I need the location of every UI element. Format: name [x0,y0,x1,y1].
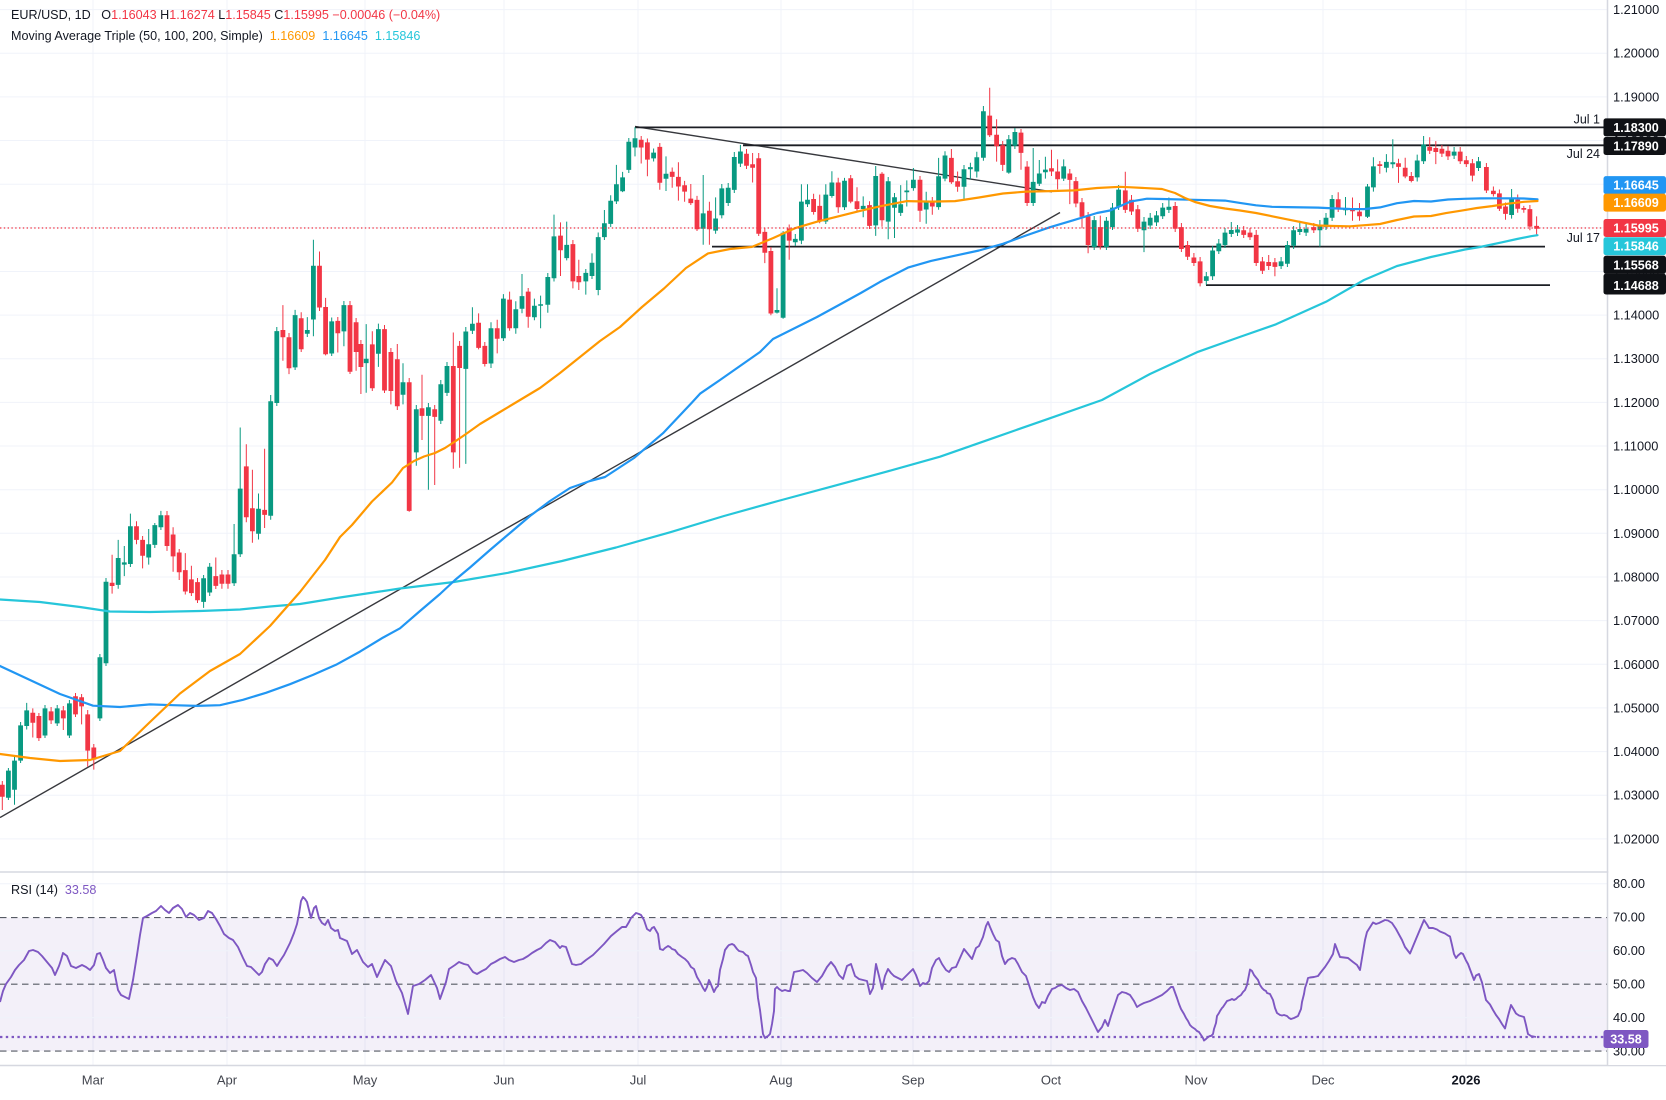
svg-text:70.00: 70.00 [1613,910,1645,925]
svg-text:1.14688: 1.14688 [1613,279,1659,293]
svg-text:1.07000: 1.07000 [1613,613,1659,628]
svg-text:Dec: Dec [1311,1073,1335,1088]
svg-text:1.13000: 1.13000 [1613,351,1659,366]
svg-text:Jul 17: Jul 17 [1567,231,1600,245]
svg-text:May: May [353,1073,378,1088]
svg-text:1.19000: 1.19000 [1613,89,1659,104]
svg-text:EUR/USD, 1D O1.16043 H1.1627: EUR/USD, 1D O1.16043 H1.16274 L1.15845 C… [11,8,440,22]
svg-text:1.03000: 1.03000 [1613,788,1659,803]
svg-text:1.17890: 1.17890 [1613,140,1659,154]
svg-text:1.09000: 1.09000 [1613,526,1659,541]
svg-text:1.08000: 1.08000 [1613,570,1659,585]
svg-text:1.04000: 1.04000 [1613,744,1659,759]
svg-text:1.10000: 1.10000 [1613,482,1659,497]
svg-text:1.16609: 1.16609 [1613,196,1659,210]
svg-text:1.16645: 1.16645 [1613,179,1659,193]
svg-text:Nov: Nov [1184,1073,1208,1088]
svg-text:Jun: Jun [494,1073,515,1088]
svg-text:Sep: Sep [901,1073,924,1088]
svg-text:Aug: Aug [769,1073,792,1088]
svg-text:RSI (14) 33.58: RSI (14) 33.58 [11,883,96,897]
svg-text:Oct: Oct [1041,1073,1062,1088]
svg-text:1.20000: 1.20000 [1613,46,1659,61]
svg-text:Jul 1: Jul 1 [1574,112,1600,126]
svg-text:50.00: 50.00 [1613,977,1645,992]
svg-text:1.15568: 1.15568 [1613,258,1659,272]
svg-text:80.00: 80.00 [1613,876,1645,891]
svg-text:1.14000: 1.14000 [1613,308,1659,323]
svg-text:1.05000: 1.05000 [1613,700,1659,715]
svg-text:Jul: Jul [630,1073,647,1088]
svg-text:33.58: 33.58 [1610,1033,1642,1047]
svg-text:Jul 24: Jul 24 [1567,147,1600,161]
svg-text:1.21000: 1.21000 [1613,2,1659,17]
svg-text:Moving Average Triple (50, 100: Moving Average Triple (50, 100, 200, Sim… [11,29,420,43]
svg-text:1.11000: 1.11000 [1613,439,1658,454]
svg-text:1.15846: 1.15846 [1613,240,1659,254]
svg-text:Apr: Apr [217,1073,238,1088]
svg-text:1.02000: 1.02000 [1613,831,1659,846]
svg-text:1.15995: 1.15995 [1613,222,1659,236]
svg-text:Mar: Mar [82,1073,105,1088]
svg-text:1.06000: 1.06000 [1613,657,1659,672]
svg-text:60.00: 60.00 [1613,943,1645,958]
svg-text:40.00: 40.00 [1613,1010,1645,1025]
svg-text:1.18300: 1.18300 [1613,121,1659,135]
svg-text:1.12000: 1.12000 [1613,395,1659,410]
svg-text:2026: 2026 [1452,1073,1481,1088]
